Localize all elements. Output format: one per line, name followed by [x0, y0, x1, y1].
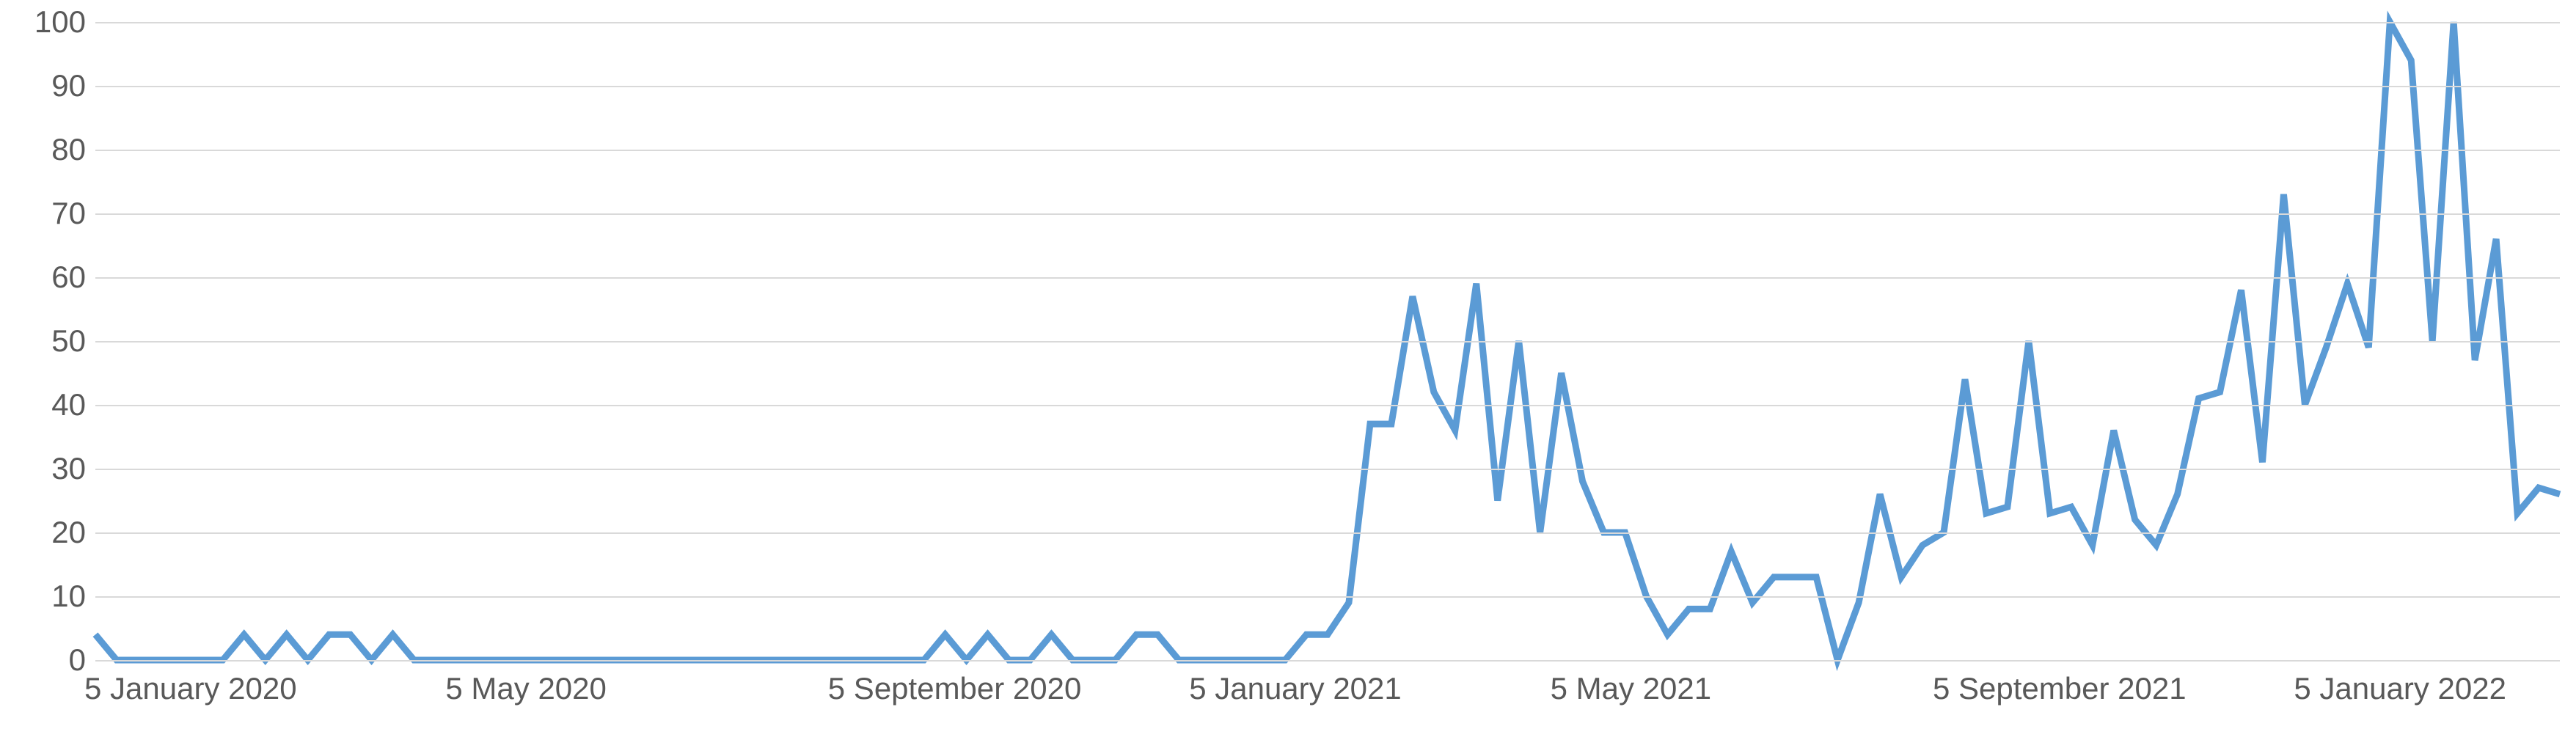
gridline [95, 596, 2560, 598]
x-tick-label: 5 January 2020 [84, 671, 297, 706]
y-tick-label: 70 [12, 196, 86, 231]
y-tick-label: 0 [12, 642, 86, 678]
y-tick-label: 10 [12, 579, 86, 614]
y-tick-label: 80 [12, 132, 86, 167]
line-chart: 01020304050607080901005 January 20205 Ma… [0, 15, 2576, 729]
gridline [95, 341, 2560, 342]
y-tick-label: 40 [12, 387, 86, 422]
y-tick-label: 90 [12, 68, 86, 103]
y-tick-label: 60 [12, 260, 86, 295]
gridline [95, 660, 2560, 662]
y-tick-label: 50 [12, 323, 86, 359]
x-tick-label: 5 January 2022 [2294, 671, 2506, 706]
y-tick-label: 30 [12, 451, 86, 486]
gridline [95, 86, 2560, 87]
gridline [95, 469, 2560, 470]
gridline [95, 22, 2560, 23]
x-tick-label: 5 September 2020 [828, 671, 1082, 706]
x-tick-label: 5 September 2021 [1933, 671, 2187, 706]
gridline [95, 405, 2560, 406]
gridline [95, 277, 2560, 279]
x-tick-label: 5 January 2021 [1189, 671, 1402, 706]
x-tick-label: 5 May 2021 [1551, 671, 1711, 706]
gridline [95, 532, 2560, 534]
gridline [95, 150, 2560, 151]
y-tick-label: 20 [12, 515, 86, 550]
gridline [95, 213, 2560, 215]
plot-area [95, 22, 2560, 660]
x-tick-label: 5 May 2020 [445, 671, 606, 706]
y-tick-label: 100 [12, 4, 86, 40]
